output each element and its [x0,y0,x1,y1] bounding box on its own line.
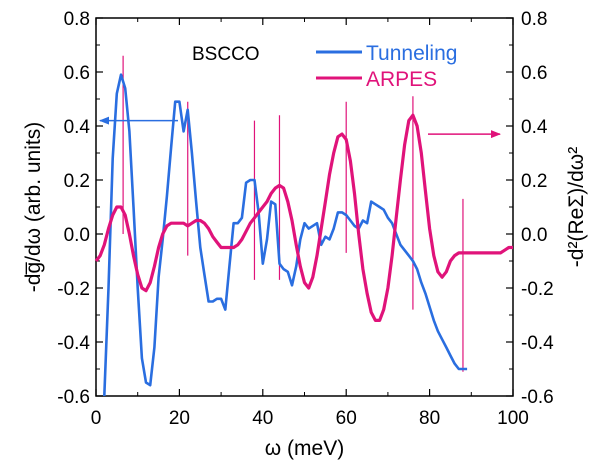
y-tick-label-right: -0.4 [521,333,554,354]
x-axis-title: ω (meV) [265,437,344,460]
y-tick-label-right: 0.8 [521,9,547,30]
x-tick-label: 100 [497,408,529,429]
y-axis-title-left: -dg̅/dω (arb. units) [22,122,45,292]
series-layer [94,73,513,397]
x-tick-label: 0 [91,408,102,429]
x-tick-label: 80 [419,408,440,429]
y-tick-label-left: 0.0 [64,225,90,246]
x-tick-label: 20 [169,408,190,429]
y-tick-label-left: 0.4 [64,117,91,138]
y-tick-label-right: 0.6 [521,63,547,84]
y-axis-title-right: -d²(ReΣ)/dω² [565,147,588,267]
y-tick-label-right: 0.2 [521,171,547,192]
x-tick-label: 40 [252,408,273,429]
x-tick-label: 60 [336,408,357,429]
y-tick-label-right: -0.6 [521,387,554,408]
y-tick-label-left: 0.8 [64,9,90,30]
plot-frame [95,17,514,397]
y-tick-label-right: -0.2 [521,279,554,300]
y-tick-label-left: 0.6 [64,63,90,84]
y-tick-label-left: 0.2 [64,171,90,192]
axes-layer [95,17,514,397]
axis-arrows [99,116,501,139]
sample-annotation: BSCCO [192,44,260,65]
y-tick-label-right: 0.0 [521,225,547,246]
legend-label-arpes: ARPES [366,68,437,91]
legend-label-tunneling: Tunneling [366,42,457,65]
y-tick-label-left: -0.2 [57,279,90,300]
text-layer: 0 20 40 60 80 100-0.6-0.4-0.20.00.20.40.60.8-… [22,9,588,460]
y-tick-label-left: -0.6 [57,387,90,408]
series-line-arpes [94,113,513,322]
series-line-tunneling [103,73,468,397]
y-tick-label-left: -0.4 [57,333,90,354]
y-tick-label-right: 0.4 [521,117,548,138]
